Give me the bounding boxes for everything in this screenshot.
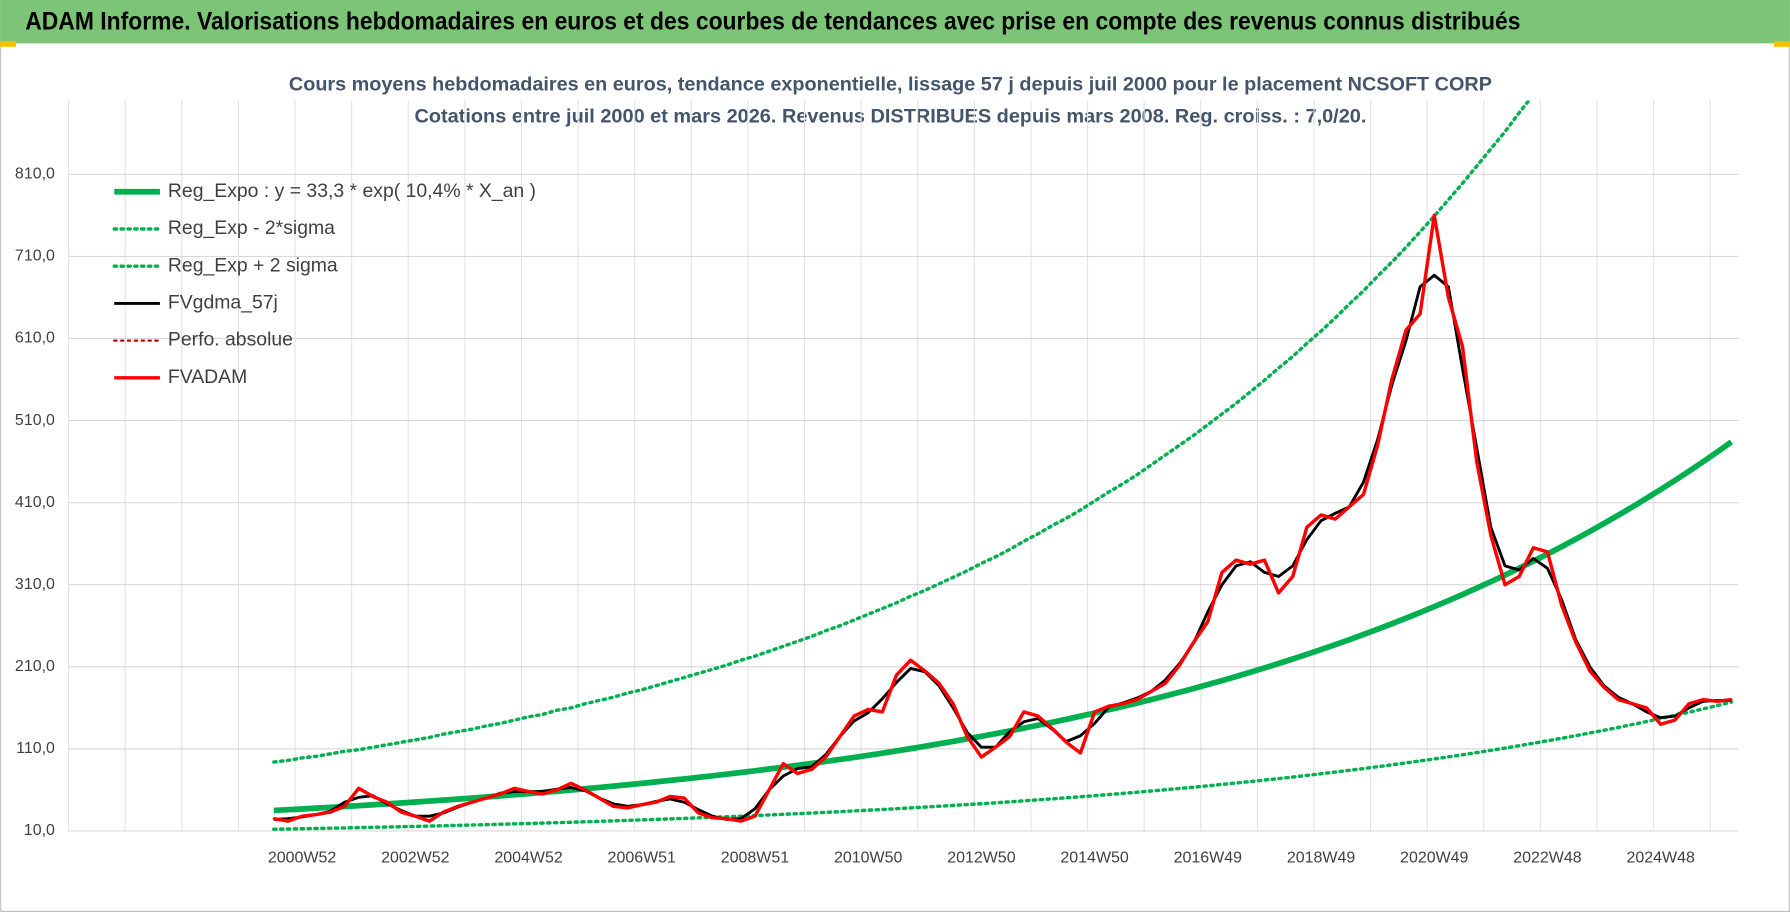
series-line <box>273 439 1734 814</box>
legend-label: FVgdma_57j <box>168 292 278 314</box>
x-tick-label: 2022W48 <box>1513 850 1581 867</box>
plot <box>272 100 1734 831</box>
x-tick-label: 2012W50 <box>947 850 1015 867</box>
legend: Reg_Expo : y = 33,3 * exp( 10,4% * X_an … <box>112 180 536 388</box>
x-tick-label: 2004W52 <box>494 850 562 867</box>
y-tick-label: 10,0 <box>24 822 55 839</box>
x-tick-label: 2018W49 <box>1287 850 1355 867</box>
corner-mark <box>0 41 17 47</box>
y-tick-label: 310,0 <box>15 576 55 593</box>
corner-mark <box>1773 41 1790 47</box>
series-line <box>273 273 1732 821</box>
x-tick-label: 2014W50 <box>1060 850 1128 867</box>
series-line <box>272 100 1531 764</box>
y-tick-label: 510,0 <box>15 412 55 429</box>
header-bar <box>0 0 1790 44</box>
x-tick-label: 2006W51 <box>608 850 676 867</box>
y-tick-label: 210,0 <box>15 658 55 675</box>
y-tick-label: 110,0 <box>16 740 55 757</box>
series-line <box>272 700 1734 831</box>
x-tick-label: 2010W50 <box>834 850 902 867</box>
y-tick-label: 810,0 <box>15 166 55 183</box>
legend-label: FVADAM <box>168 366 247 388</box>
header-title: ADAM Informe. Valorisations hebdomadaire… <box>25 7 1520 35</box>
x-tick-label: 2016W49 <box>1174 850 1242 867</box>
legend-label: Reg_Exp - 2*sigma <box>168 217 335 239</box>
x-tick-label: 2008W51 <box>721 850 789 867</box>
x-tick-label: 2000W52 <box>268 850 336 867</box>
legend-label: Reg_Exp + 2 sigma <box>168 254 338 276</box>
x-tick-label: 2002W52 <box>381 850 449 867</box>
legend-label: Perfo. absolue <box>168 329 293 351</box>
y-tick-label: 410,0 <box>15 494 55 511</box>
y-tick-label: 610,0 <box>15 330 55 347</box>
chart-title: Cours moyens hebdomadaires en euros, ten… <box>289 74 1492 96</box>
y-tick-label: 710,0 <box>15 248 55 265</box>
chart-subtitle: Cotations entre juil 2000 et mars 2026. … <box>414 106 1366 128</box>
legend-label: Reg_Expo : y = 33,3 * exp( 10,4% * X_an … <box>168 180 536 202</box>
x-tick-label: 2020W49 <box>1400 850 1468 867</box>
x-tick-label: 2024W48 <box>1627 850 1695 867</box>
series-line <box>273 213 1732 823</box>
